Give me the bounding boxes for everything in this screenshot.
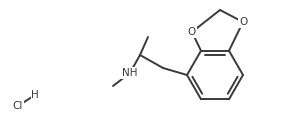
Text: O: O — [188, 27, 196, 37]
Text: NH: NH — [122, 68, 138, 78]
Text: O: O — [239, 17, 247, 27]
Text: H: H — [31, 90, 39, 100]
Text: Cl: Cl — [13, 101, 23, 111]
